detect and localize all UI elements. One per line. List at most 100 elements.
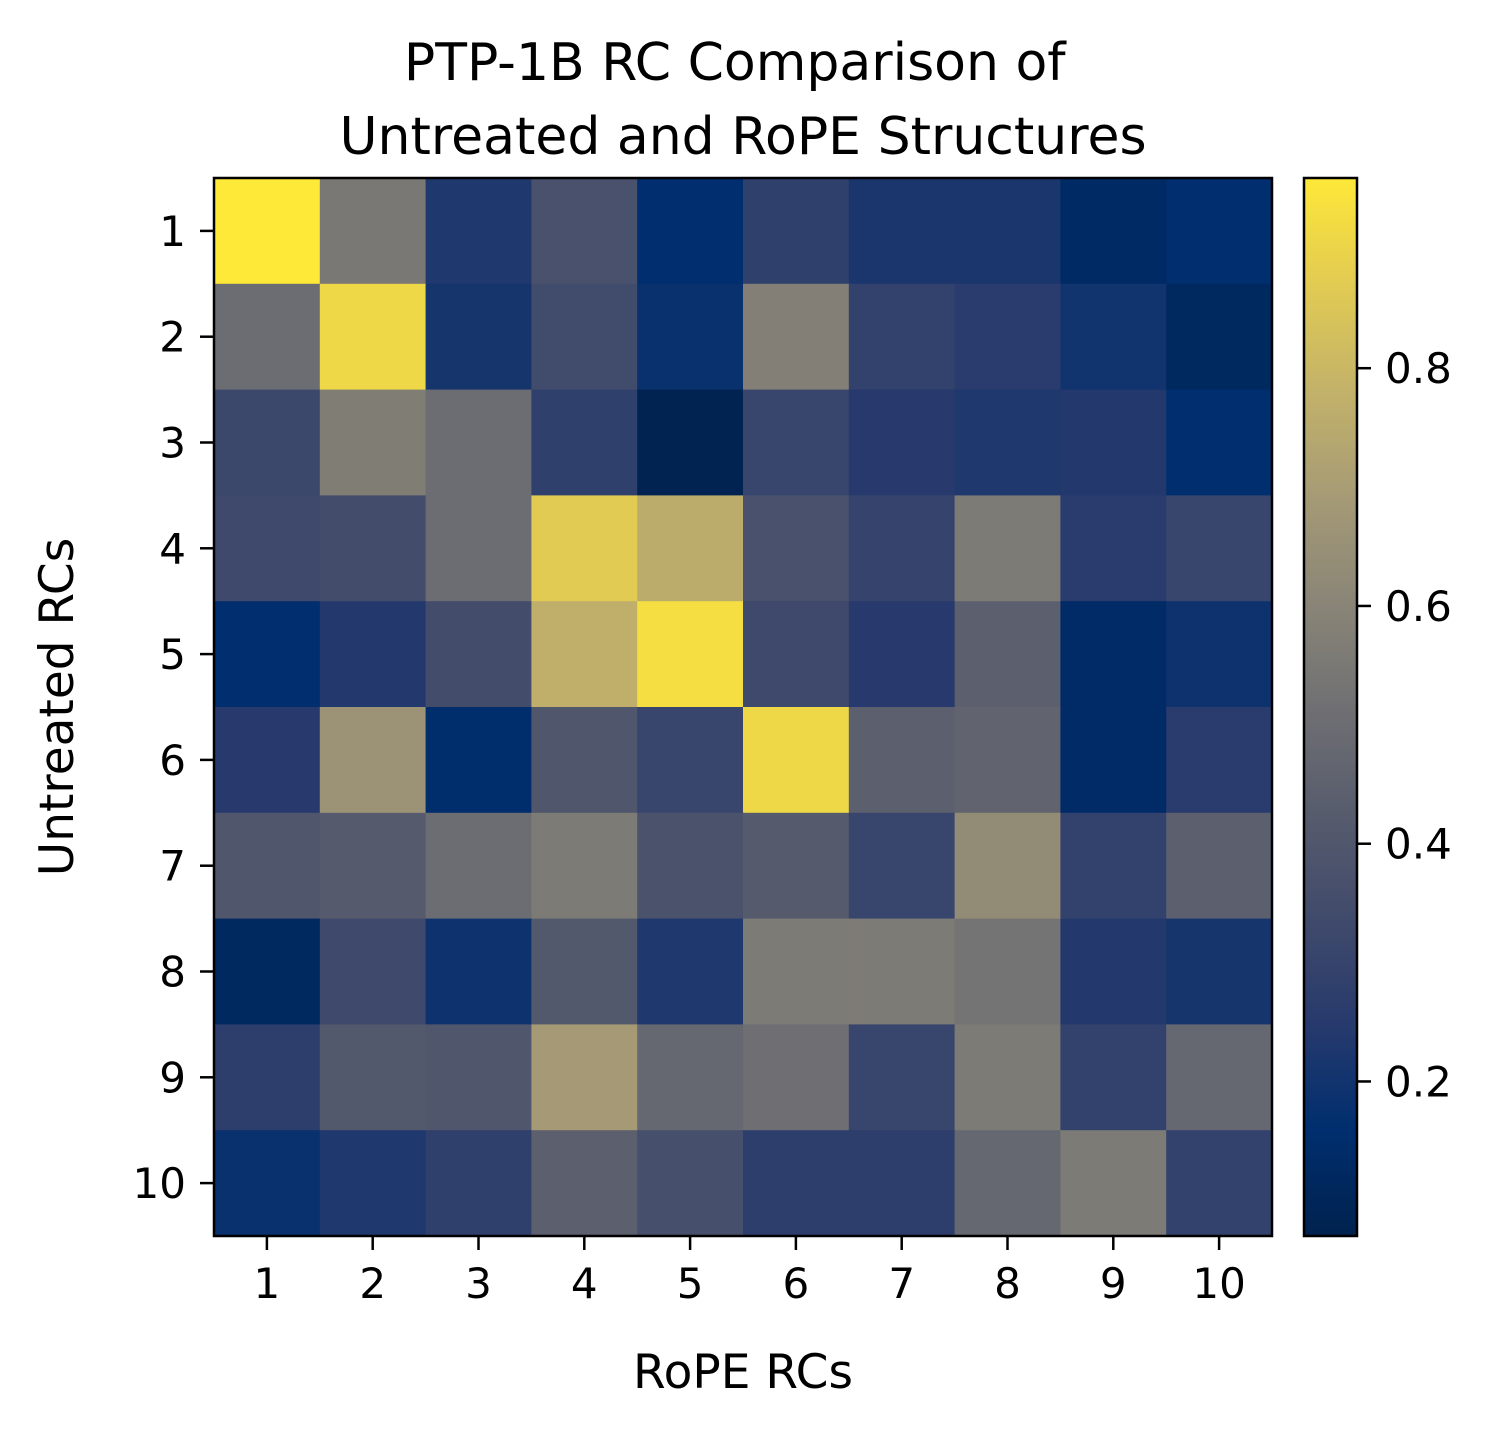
heatmap-cell bbox=[848, 283, 956, 391]
heatmap-cell bbox=[848, 178, 956, 285]
x-tick-label: 3 bbox=[465, 1259, 492, 1308]
heatmap-cell bbox=[1060, 1024, 1167, 1131]
heatmap-cell bbox=[214, 283, 321, 391]
heatmap-cell bbox=[848, 812, 956, 920]
x-tick-label: 8 bbox=[994, 1259, 1021, 1308]
y-tick-label: 5 bbox=[159, 630, 186, 679]
x-tick-label: 9 bbox=[1100, 1259, 1127, 1308]
heatmap-cell bbox=[214, 1024, 321, 1131]
heatmap-cell bbox=[425, 1024, 532, 1131]
heatmap-cell bbox=[425, 707, 532, 814]
heatmap-cell bbox=[531, 918, 638, 1025]
heatmap-cell bbox=[954, 495, 1061, 602]
x-tick-label: 1 bbox=[254, 1259, 281, 1308]
y-tick-label: 2 bbox=[159, 313, 186, 362]
y-axis-label: Untreated RCs bbox=[30, 538, 85, 876]
heatmap-cell bbox=[1166, 1024, 1273, 1131]
heatmap-cell bbox=[848, 1024, 956, 1131]
heatmap-cell bbox=[1060, 389, 1167, 496]
x-tick-label: 5 bbox=[677, 1259, 704, 1308]
heatmap-cell bbox=[637, 707, 744, 814]
heatmap-cell bbox=[637, 601, 744, 708]
heatmap-cell bbox=[637, 1130, 744, 1237]
heatmap-cell bbox=[743, 918, 850, 1025]
heatmap-cell bbox=[743, 812, 850, 920]
x-tick-label: 6 bbox=[783, 1259, 810, 1308]
heatmap-cell bbox=[319, 495, 427, 602]
heatmap-cell bbox=[743, 707, 850, 814]
heatmap-cell bbox=[425, 283, 532, 391]
heatmap-cell bbox=[319, 1130, 427, 1237]
x-axis-label: RoPE RCs bbox=[633, 1345, 853, 1400]
heatmap-cell bbox=[1166, 812, 1273, 920]
heatmap-cell bbox=[425, 601, 532, 708]
heatmap-cell bbox=[743, 495, 850, 602]
heatmap-cell bbox=[1166, 1130, 1273, 1237]
heatmap-cell bbox=[425, 918, 532, 1025]
heatmap-cell bbox=[214, 918, 321, 1025]
heatmap-cell bbox=[743, 283, 850, 391]
heatmap-cell bbox=[425, 1130, 532, 1237]
heatmap-cell bbox=[1166, 707, 1273, 814]
heatmap-cell bbox=[214, 178, 321, 285]
colorbar-ticks: 0.2 0.4 0.6 0.8 bbox=[1357, 344, 1452, 1106]
heatmap-cell bbox=[848, 601, 956, 708]
heatmap-cell bbox=[319, 178, 427, 285]
heatmap-cell bbox=[954, 178, 1061, 285]
heatmap-cell bbox=[1060, 812, 1167, 920]
heatmap-cell bbox=[1166, 495, 1273, 602]
heatmap-cell bbox=[637, 178, 744, 285]
heatmap-cell bbox=[319, 1024, 427, 1131]
heatmap-cell bbox=[214, 601, 321, 708]
heatmap-cell bbox=[637, 283, 744, 391]
x-axis-ticks: 1 2 3 4 5 6 7 8 9 10 bbox=[254, 1236, 1246, 1308]
chart-title: PTP-1B RC Comparison of Untreated and Ro… bbox=[339, 33, 1146, 167]
heatmap-cell bbox=[954, 601, 1061, 708]
heatmap-cell bbox=[848, 707, 956, 814]
heatmap-cell bbox=[954, 812, 1061, 920]
heatmap-cell bbox=[743, 1024, 850, 1131]
heatmap-cell bbox=[1060, 178, 1167, 285]
heatmap-cell bbox=[743, 178, 850, 285]
plot-frame bbox=[212, 176, 1274, 1238]
heatmap-cell bbox=[531, 601, 638, 708]
colorbar-tick-label: 0.2 bbox=[1385, 1057, 1452, 1106]
heatmap-cell bbox=[531, 283, 638, 391]
heatmap-cell bbox=[425, 812, 532, 920]
heatmap-cell bbox=[637, 389, 744, 496]
x-tick-label: 10 bbox=[1192, 1259, 1245, 1308]
chart-title-line-2: Untreated and RoPE Structures bbox=[339, 107, 1146, 167]
heatmap-cell bbox=[531, 812, 638, 920]
heatmap-cell bbox=[214, 389, 321, 496]
chart-title-line-1: PTP-1B RC Comparison of bbox=[404, 33, 1067, 93]
heatmap-cell bbox=[637, 1024, 744, 1131]
heatmap-cell bbox=[531, 389, 638, 496]
heatmap-cell bbox=[637, 495, 744, 602]
heatmap-cell bbox=[848, 1130, 956, 1237]
y-axis-ticks: 1 2 3 4 5 6 7 8 9 10 bbox=[133, 207, 214, 1208]
colorbar-tick-label: 0.6 bbox=[1385, 582, 1452, 631]
y-tick-label: 7 bbox=[159, 842, 186, 891]
heatmap-cell bbox=[954, 918, 1061, 1025]
heatmap-cell bbox=[1060, 283, 1167, 391]
heatmap-cell bbox=[1166, 918, 1273, 1025]
heatmap-cell bbox=[214, 1130, 321, 1237]
heatmap-cell bbox=[531, 1130, 638, 1237]
heatmap-cell bbox=[1060, 601, 1167, 708]
colorbar bbox=[1302, 176, 1359, 1238]
heatmap-cell bbox=[954, 707, 1061, 814]
heatmap-cell bbox=[848, 918, 956, 1025]
heatmap-cell bbox=[954, 1130, 1061, 1237]
heatmap-cell bbox=[531, 178, 638, 285]
heatmap-cell bbox=[214, 707, 321, 814]
heatmap-cell bbox=[954, 283, 1061, 391]
colorbar-tick-label: 0.4 bbox=[1385, 820, 1452, 869]
heatmap-cell bbox=[743, 1130, 850, 1237]
heatmap-cell bbox=[1060, 1130, 1167, 1237]
heatmap-cell bbox=[319, 707, 427, 814]
heatmap-cell bbox=[214, 495, 321, 602]
heatmap-cell bbox=[425, 389, 532, 496]
heatmap-cell bbox=[954, 389, 1061, 496]
heatmap-cell bbox=[1166, 283, 1273, 391]
